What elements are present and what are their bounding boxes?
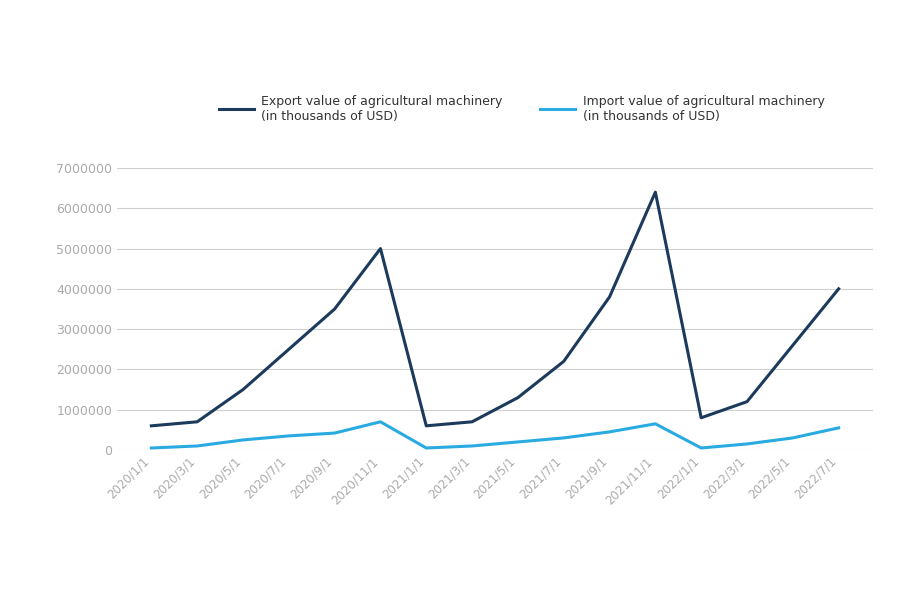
Export value of agricultural machinery
(in thousands of USD) <box>788 341 798 349</box>
Export value of agricultural machinery
(in thousands of USD) <box>238 386 248 393</box>
Import value of agricultural machinery
(in thousands of USD) <box>238 436 248 443</box>
Import value of agricultural machinery
(in thousands of USD) <box>512 439 523 446</box>
Import value of agricultural machinery
(in thousands of USD) <box>146 445 157 452</box>
Import value of agricultural machinery
(in thousands of USD) <box>650 420 661 427</box>
Import value of agricultural machinery
(in thousands of USD) <box>604 428 615 436</box>
Export value of agricultural machinery
(in thousands of USD) <box>604 293 615 301</box>
Export value of agricultural machinery
(in thousands of USD) <box>742 398 752 405</box>
Export value of agricultural machinery
(in thousands of USD) <box>467 418 478 425</box>
Import value of agricultural machinery
(in thousands of USD) <box>833 424 844 431</box>
Export value of agricultural machinery
(in thousands of USD) <box>650 188 661 196</box>
Import value of agricultural machinery
(in thousands of USD) <box>558 434 569 442</box>
Export value of agricultural machinery
(in thousands of USD) <box>833 285 844 292</box>
Export value of agricultural machinery
(in thousands of USD) <box>375 245 386 252</box>
Import value of agricultural machinery
(in thousands of USD) <box>421 445 432 452</box>
Export value of agricultural machinery
(in thousands of USD) <box>512 394 523 401</box>
Import value of agricultural machinery
(in thousands of USD) <box>788 434 798 442</box>
Import value of agricultural machinery
(in thousands of USD) <box>742 440 752 448</box>
Import value of agricultural machinery
(in thousands of USD) <box>467 442 478 449</box>
Export value of agricultural machinery
(in thousands of USD) <box>192 418 202 425</box>
Import value of agricultural machinery
(in thousands of USD) <box>696 445 706 452</box>
Import value of agricultural machinery
(in thousands of USD) <box>329 430 340 437</box>
Export value of agricultural machinery
(in thousands of USD) <box>421 422 432 430</box>
Import value of agricultural machinery
(in thousands of USD) <box>284 432 294 439</box>
Export value of agricultural machinery
(in thousands of USD) <box>329 305 340 313</box>
Line: Import value of agricultural machinery
(in thousands of USD): Import value of agricultural machinery (… <box>151 422 839 448</box>
Legend: Export value of agricultural machinery
(in thousands of USD), Import value of ag: Export value of agricultural machinery (… <box>214 89 830 128</box>
Export value of agricultural machinery
(in thousands of USD) <box>146 422 157 430</box>
Import value of agricultural machinery
(in thousands of USD) <box>375 418 386 425</box>
Export value of agricultural machinery
(in thousands of USD) <box>284 346 294 353</box>
Import value of agricultural machinery
(in thousands of USD) <box>192 442 202 449</box>
Line: Export value of agricultural machinery
(in thousands of USD): Export value of agricultural machinery (… <box>151 192 839 426</box>
Export value of agricultural machinery
(in thousands of USD) <box>558 358 569 365</box>
Export value of agricultural machinery
(in thousands of USD) <box>696 414 706 421</box>
